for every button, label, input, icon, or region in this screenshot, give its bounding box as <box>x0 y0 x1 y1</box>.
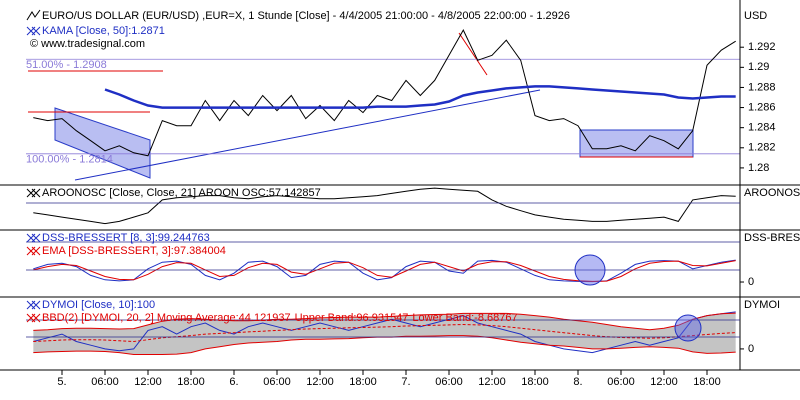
y-tick-label: 1.286 <box>748 101 776 113</box>
highlight-circle <box>574 254 606 286</box>
x-tick-label: 06:00 <box>435 376 463 388</box>
x-tick-label: 06:00 <box>263 376 291 388</box>
legend-label: DSS-BRESSERT [8, 3]:99.244763 <box>42 232 210 244</box>
channel <box>54 107 151 179</box>
legend-label: BBD(2) [DYMOI, 20, 2] Moving Average:44.… <box>42 312 291 324</box>
legend-glyph <box>26 188 41 198</box>
legend-icon <box>26 313 41 323</box>
y-axis-label: DSS-BRESSI <box>744 232 800 244</box>
x-tick-label: 18:00 <box>693 376 721 388</box>
x-tick-label: 12:00 <box>306 376 334 388</box>
x-tick-label: 18:00 <box>521 376 549 388</box>
x-tick-label: 18:00 <box>349 376 377 388</box>
series-line <box>33 29 736 157</box>
series-line <box>104 85 736 109</box>
x-tick-label: 6. <box>229 376 238 388</box>
x-tick-label: 12:00 <box>134 376 162 388</box>
legend-icon <box>26 300 41 310</box>
x-tick-label: 18:00 <box>177 376 205 388</box>
red-line <box>458 32 488 76</box>
x-tick-label: 8. <box>573 376 582 388</box>
legend-glyph <box>26 26 41 36</box>
highlight-circle <box>674 314 702 342</box>
y-tick-label: 1.29 <box>748 61 769 73</box>
range-box <box>579 129 694 158</box>
legend-glyph <box>26 300 41 310</box>
y-tick-label: 1.292 <box>748 41 776 53</box>
legend-label: Upper Band:96.931547 <box>295 312 409 324</box>
series-line <box>33 311 736 354</box>
series-line <box>33 312 736 331</box>
y-axis-label: DYMOI <box>744 299 780 311</box>
x-tick-label: 06:00 <box>91 376 119 388</box>
legend-icon <box>26 246 41 256</box>
drawing-tools <box>28 32 694 181</box>
x-tick-label: 06:00 <box>607 376 635 388</box>
title-glyph <box>26 9 41 21</box>
trend-line <box>74 89 541 181</box>
series-line <box>33 187 736 225</box>
legend-icon <box>26 233 41 243</box>
legend-label: Lower Band:-8.68767 <box>412 312 517 324</box>
y-tick-label: 0 <box>748 276 754 288</box>
legend-label: KAMA [Close, 50]:1.2871 <box>42 25 165 37</box>
x-tick-label: 12:00 <box>478 376 506 388</box>
legend-glyph <box>26 246 41 256</box>
series-line <box>33 260 736 282</box>
legend-icon <box>26 188 41 198</box>
chart-subtitle: © www.tradesignal.com <box>30 38 145 50</box>
fib-label: 51.00% - 1.2908 <box>26 59 107 71</box>
legend-icon <box>26 26 41 36</box>
y-axis-label: USD <box>744 10 767 22</box>
x-tick-label: 7. <box>401 376 410 388</box>
series-line <box>33 259 736 283</box>
legend-glyph <box>26 313 41 323</box>
band-fill <box>33 313 736 355</box>
y-tick-label: 1.28 <box>748 162 769 174</box>
y-tick-label: 0 <box>748 343 754 355</box>
x-tick-label: 5. <box>57 376 66 388</box>
y-axis-label: AROONOSC <box>744 187 800 199</box>
x-tick-label: 12:00 <box>650 376 678 388</box>
fib-label: 100.00% - 1.2814 <box>26 154 113 166</box>
chart-title: EURO/US DOLLAR (EUR/USD) ,EUR=X, 1 Stund… <box>42 10 570 22</box>
legend-label: EMA [DSS-BRESSERT, 3]:97.384004 <box>42 245 226 257</box>
y-tick-label: 1.288 <box>748 81 776 93</box>
legend-label: AROONOSC [Close, Close, 21] AROON OSC:57… <box>42 187 321 199</box>
y-tick-label: 1.284 <box>748 122 776 134</box>
plot-area <box>26 29 740 355</box>
y-tick-label: 1.282 <box>748 142 776 154</box>
legend-label: DYMOI [Close, 10]:100 <box>42 299 155 311</box>
legend-glyph <box>26 233 41 243</box>
